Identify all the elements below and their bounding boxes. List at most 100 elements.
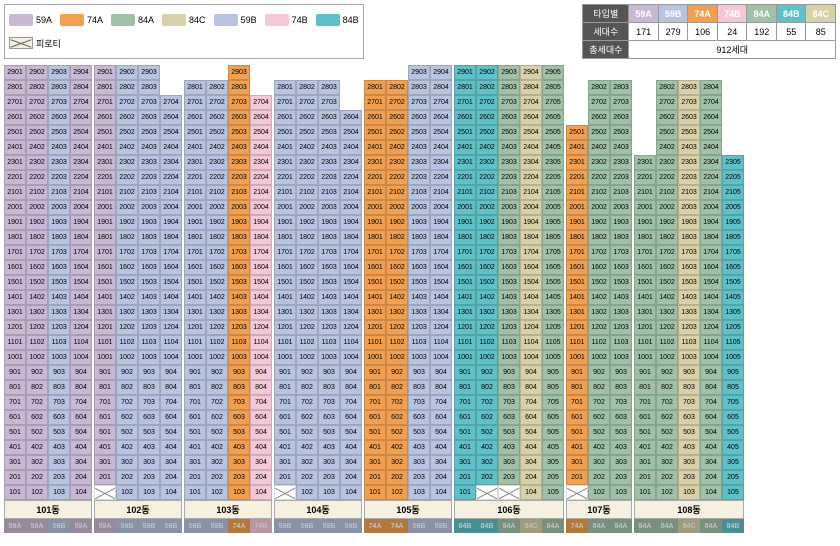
- unit-cell: 2504: [340, 125, 362, 140]
- unit-cell: 2001: [634, 200, 656, 215]
- line-type-label: 84C: [678, 519, 700, 533]
- unit-cell: 1801: [94, 230, 116, 245]
- unit-cell: 2603: [318, 110, 340, 125]
- unit-cell: 103: [408, 485, 430, 500]
- unit-cell: 1503: [678, 275, 700, 290]
- unit-cell: 1604: [700, 260, 722, 275]
- unit-cell: 2104: [430, 185, 452, 200]
- legend-item: 84B: [316, 9, 359, 30]
- unit-cell: 1505: [722, 275, 744, 290]
- unit-cell: 1702: [656, 245, 678, 260]
- unit-cell: [566, 485, 588, 500]
- unit-cell: 2004: [520, 200, 542, 215]
- unit-cell: 2901: [94, 65, 116, 80]
- unit-cell: 1203: [318, 320, 340, 335]
- unit-cell: 501: [634, 425, 656, 440]
- unit-cell: 1402: [206, 290, 228, 305]
- unit-cell: 1004: [700, 350, 722, 365]
- line-type-label: 59B: [340, 519, 362, 533]
- unit-cell: 2502: [476, 125, 498, 140]
- unit-cell: 704: [70, 395, 92, 410]
- unit-cell: 2404: [430, 140, 452, 155]
- unit-cell: 901: [184, 365, 206, 380]
- unit-cell: 2804: [520, 80, 542, 95]
- unit-cell: 204: [520, 470, 542, 485]
- unit-cell: 1002: [386, 350, 408, 365]
- unit-cell: 903: [610, 365, 632, 380]
- stats-count: 85: [806, 23, 836, 41]
- unit-cell: 303: [610, 455, 632, 470]
- unit-cell: 2002: [206, 200, 228, 215]
- unit-cell: 201: [454, 470, 476, 485]
- unit-cell: 1303: [228, 305, 250, 320]
- swatch-icon: [214, 14, 238, 26]
- unit-cell: 1902: [296, 215, 318, 230]
- unit-cell: 2004: [340, 200, 362, 215]
- unit-cell: 103: [610, 485, 632, 500]
- unit-cell: 1204: [700, 320, 722, 335]
- unit-cell: 1302: [588, 305, 610, 320]
- unit-cell: 301: [454, 455, 476, 470]
- unit-cell: 2703: [228, 95, 250, 110]
- unit-cell: 2604: [700, 110, 722, 125]
- unit-cell: 305: [722, 455, 744, 470]
- unit-cell: 1705: [542, 245, 564, 260]
- unit-cell: 2703: [678, 95, 700, 110]
- unit-cell: 604: [520, 410, 542, 425]
- unit-cell: 803: [228, 380, 250, 395]
- unit-cell: 501: [184, 425, 206, 440]
- unit-cell: 2303: [408, 155, 430, 170]
- unit-cell: 205: [542, 470, 564, 485]
- unit-cell: 504: [700, 425, 722, 440]
- unit-cell: 2604: [520, 110, 542, 125]
- line-type-label: 74A: [364, 519, 386, 533]
- unit-cell: 502: [476, 425, 498, 440]
- unit-cell: 2102: [656, 185, 678, 200]
- unit-cell: 1502: [206, 275, 228, 290]
- unit-cell: 2305: [722, 155, 744, 170]
- stats-type-header: 74A: [688, 5, 718, 23]
- unit-cell: 1602: [26, 260, 48, 275]
- unit-cell: 1103: [408, 335, 430, 350]
- unit-cell: 1702: [476, 245, 498, 260]
- unit-cell: 1603: [498, 260, 520, 275]
- unit-cell: 1001: [364, 350, 386, 365]
- unit-cell: 2002: [296, 200, 318, 215]
- unit-cell: 205: [722, 470, 744, 485]
- unit-cell: 1504: [250, 275, 272, 290]
- unit-cell: 1603: [48, 260, 70, 275]
- unit-cell: 2103: [498, 185, 520, 200]
- unit-cell: 1702: [386, 245, 408, 260]
- line-type-label: 74A: [386, 519, 408, 533]
- unit-cell: 303: [228, 455, 250, 470]
- unit-cell: 2702: [476, 95, 498, 110]
- unit-cell: 403: [138, 440, 160, 455]
- unit-cell: 2204: [250, 170, 272, 185]
- unit-cell: 1003: [678, 350, 700, 365]
- unit-cell: 1201: [274, 320, 296, 335]
- stats-type-header: 84A: [747, 5, 777, 23]
- unit-cell: 2403: [228, 140, 250, 155]
- unit-cell: 101: [4, 485, 26, 500]
- building: 1011041052012022032042053013023033043054…: [454, 65, 564, 533]
- unit-cell: 1204: [520, 320, 542, 335]
- unit-cell: 704: [340, 395, 362, 410]
- unit-cell: 1802: [116, 230, 138, 245]
- unit-cell: 1104: [430, 335, 452, 350]
- unit-cell: 1103: [318, 335, 340, 350]
- unit-cell: 204: [340, 470, 362, 485]
- unit-cell: 2604: [250, 110, 272, 125]
- unit-cell: 1902: [476, 215, 498, 230]
- unit-cell: 1102: [296, 335, 318, 350]
- unit-cell: 601: [274, 410, 296, 425]
- unit-cell: 1804: [430, 230, 452, 245]
- unit-cell: 905: [542, 365, 564, 380]
- unit-cell: 402: [26, 440, 48, 455]
- line-type-label: 59B: [116, 519, 138, 533]
- unit-cell: 203: [138, 470, 160, 485]
- unit-cell: 2104: [250, 185, 272, 200]
- unit-cell: 2302: [116, 155, 138, 170]
- unit-cell: 2204: [520, 170, 542, 185]
- unit-cell: 1903: [138, 215, 160, 230]
- unit-cell: 2501: [184, 125, 206, 140]
